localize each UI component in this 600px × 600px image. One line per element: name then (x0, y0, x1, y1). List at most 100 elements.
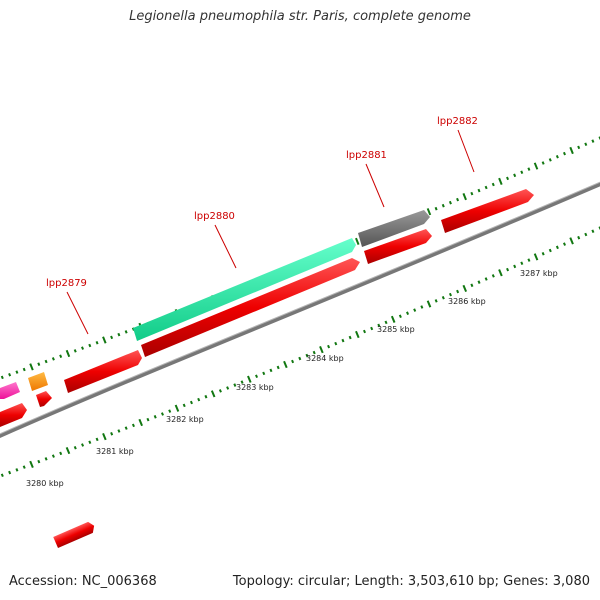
minor-tick (95, 437, 99, 442)
minor-tick (527, 167, 531, 171)
minor-tick (491, 182, 495, 187)
major-tick (426, 208, 432, 216)
major-tick (533, 162, 539, 170)
minor-tick (420, 305, 424, 309)
major-tick (462, 284, 468, 293)
minor-tick (441, 295, 445, 300)
minor-tick (146, 417, 150, 422)
minor-tick (168, 409, 172, 413)
minor-tick (240, 380, 244, 384)
minor-tick (456, 197, 460, 202)
minor-tick (477, 188, 481, 193)
gene-label-lpp2879[interactable]: lpp2879 (46, 278, 87, 289)
minor-tick (555, 245, 559, 250)
minor-tick (233, 383, 237, 387)
minor-tick (262, 371, 266, 376)
minor-tick (520, 170, 524, 174)
minor-tick (470, 191, 474, 196)
major-tick (498, 269, 503, 277)
gene-arrow-lpp2879[interactable] (64, 350, 142, 393)
tick-label: 3282 kbp (166, 415, 204, 424)
minor-tick (81, 346, 85, 350)
minor-tick (117, 332, 121, 337)
minor-tick (73, 349, 77, 353)
gene-arrow[interactable] (36, 391, 52, 407)
gene-label-leaders (66, 129, 475, 335)
minor-tick (584, 142, 588, 147)
major-tick (29, 460, 34, 468)
minor-tick (15, 468, 19, 472)
gene-arrow[interactable] (141, 258, 360, 357)
minor-tick (218, 389, 222, 393)
minor-tick (269, 368, 273, 373)
minor-tick (204, 394, 208, 399)
gene-arrow[interactable] (0, 403, 27, 427)
minor-tick (276, 365, 280, 370)
minor-tick (541, 251, 545, 256)
major-tick (426, 300, 432, 308)
minor-tick (348, 335, 352, 340)
minor-tick (327, 344, 331, 349)
minor-tick (0, 473, 4, 478)
tick-label: 3284 kbp (306, 354, 344, 363)
minor-tick (577, 235, 581, 240)
gene-label-lpp2882[interactable]: lpp2882 (437, 116, 478, 127)
minor-tick (255, 374, 259, 379)
gene-arrow[interactable] (364, 229, 432, 264)
minor-tick (298, 356, 302, 361)
gene-arrow-lpp2880[interactable] (133, 238, 356, 341)
minor-tick (456, 289, 460, 294)
minor-tick (8, 470, 12, 475)
minor-tick (470, 283, 474, 288)
minor-tick (513, 264, 517, 269)
minor-tick (37, 459, 41, 464)
minor-tick (226, 386, 230, 390)
scale-tick-row (0, 226, 600, 478)
minor-tick (22, 367, 26, 372)
minor-tick (563, 242, 566, 246)
minor-tick (406, 311, 410, 315)
major-tick (569, 146, 574, 155)
gene-arrow-lpp2881[interactable] (358, 210, 430, 247)
minor-tick (291, 359, 295, 364)
minor-tick (384, 320, 388, 325)
minor-tick (37, 362, 41, 366)
major-tick (390, 315, 396, 323)
minor-tick (434, 206, 438, 211)
minor-tick (117, 429, 121, 433)
scale-labels: 3280 kbp 3281 kbp 3282 kbp 3283 kbp 3284… (26, 269, 558, 488)
minor-tick (73, 446, 77, 450)
minor-tick (484, 277, 488, 281)
minor-tick (15, 370, 19, 374)
minor-tick (577, 145, 581, 150)
gene-labels: lpp2879 lpp2880 lpp2881 lpp2882 (46, 116, 478, 289)
gene-label-lpp2881[interactable]: lpp2881 (346, 150, 387, 161)
minor-tick (491, 274, 495, 278)
minor-tick (548, 158, 552, 162)
gene-arrow-orange[interactable] (28, 372, 48, 391)
major-tick (65, 446, 71, 455)
minor-tick (398, 314, 402, 319)
minor-tick (312, 350, 316, 355)
gene-label-lpp2880[interactable]: lpp2880 (194, 211, 235, 222)
minor-tick (153, 415, 157, 419)
minor-tick (363, 329, 367, 334)
tick-label: 3281 kbp (96, 447, 134, 456)
minor-tick (124, 426, 128, 430)
gene-arrow-pink[interactable] (0, 382, 20, 399)
tick-label: 3283 kbp (236, 383, 274, 392)
minor-tick (413, 308, 417, 312)
gene-arrow-lpp2882[interactable] (441, 189, 534, 233)
minor-tick (541, 161, 545, 165)
major-tick (29, 363, 34, 371)
minor-tick (51, 454, 55, 458)
major-tick (533, 253, 539, 261)
gene-arrow[interactable] (53, 520, 96, 549)
minor-tick (0, 375, 4, 380)
minor-tick (513, 173, 517, 178)
minor-tick (305, 353, 309, 358)
minor-tick (591, 229, 595, 234)
major-tick (462, 193, 467, 201)
genome-summary-text: Topology: circular; Length: 3,503,610 bp… (232, 574, 590, 589)
